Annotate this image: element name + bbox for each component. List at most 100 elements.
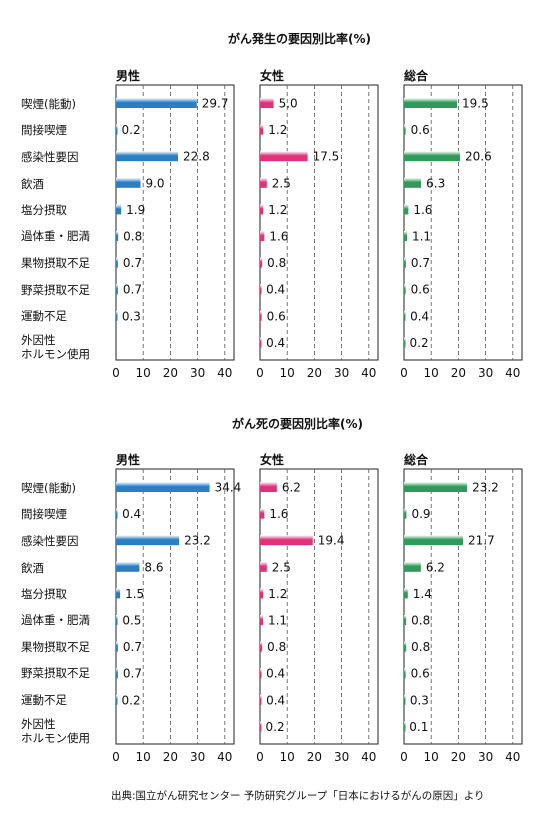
- category-label-incidence-salt: 塩分摂取: [21, 203, 67, 217]
- data-label-male-incidence: 0.8: [123, 230, 142, 244]
- category-label-mortality-exercise: 運動不足: [21, 693, 67, 707]
- category-label-incidence-hormone: 外因性 ホルモン使用: [21, 333, 90, 361]
- bar-female-incidence: [260, 284, 262, 295]
- bar-total-mortality: [404, 668, 406, 679]
- category-label-mortality-hormone: 外因性 ホルモン使用: [21, 717, 90, 745]
- data-label-total-incidence: 20.6: [465, 150, 492, 164]
- bar-total-incidence: [404, 151, 461, 162]
- bar-female-incidence: [260, 204, 264, 215]
- data-label-male-mortality: 0.7: [123, 640, 142, 654]
- tick-label-male-mortality: 30: [190, 750, 205, 764]
- data-label-total-incidence: 19.5: [462, 97, 489, 111]
- bar-male-mortality: [116, 641, 118, 652]
- data-label-total-mortality: 0.3: [410, 693, 429, 707]
- panel-frame-female-mortality: [259, 468, 379, 745]
- category-label-incidence-vegetable: 野菜摂取不足: [21, 283, 90, 297]
- data-label-female-mortality: 6.2: [282, 481, 301, 495]
- category-label-mortality-salt: 塩分摂取: [21, 587, 67, 601]
- category-label-mortality-smoking: 喫煙(能動): [21, 481, 76, 495]
- data-label-female-incidence: 2.5: [272, 176, 291, 190]
- data-label-male-incidence: 0.2: [122, 123, 141, 137]
- bar-total-mortality: [404, 561, 421, 572]
- bar-total-incidence: [404, 257, 406, 268]
- bar-male-mortality: [116, 668, 118, 679]
- tick-label-male-mortality: 0: [112, 750, 120, 764]
- data-label-total-mortality: 6.2: [426, 560, 445, 574]
- tick-label-female-incidence: 10: [280, 366, 295, 380]
- bar-male-mortality: [116, 694, 118, 705]
- bar-male-incidence: [116, 177, 141, 188]
- tick-label-total-incidence: 20: [451, 366, 466, 380]
- bar-total-mortality: [404, 508, 407, 519]
- tick-label-male-incidence: 30: [190, 366, 205, 380]
- tick-label-total-incidence: 10: [424, 366, 439, 380]
- category-label-mortality-vegetable: 野菜摂取不足: [21, 666, 90, 680]
- data-label-total-mortality: 0.9: [411, 507, 430, 521]
- bar-total-mortality: [404, 615, 407, 625]
- tick-label-female-mortality: 20: [307, 750, 322, 764]
- tick-label-total-incidence: 30: [478, 366, 493, 380]
- category-label-mortality-overweight: 過体重・肥満: [21, 613, 90, 627]
- tick-label-male-mortality: 20: [163, 750, 178, 764]
- category-label-mortality-passive-smoking: 間接喫煙: [21, 507, 67, 521]
- bar-female-incidence: [260, 151, 308, 162]
- bar-female-incidence: [260, 177, 267, 188]
- data-label-female-incidence: 1.2: [268, 123, 287, 137]
- tick-label-total-incidence: 0: [400, 366, 408, 380]
- data-label-male-incidence: 0.3: [122, 309, 141, 323]
- panel-label-total-incidence: 総合: [404, 69, 429, 83]
- data-label-total-incidence: 0.6: [411, 283, 430, 297]
- bar-male-incidence: [116, 151, 179, 162]
- tick-label-total-mortality: 20: [451, 750, 466, 764]
- data-label-male-mortality: 1.5: [125, 587, 144, 601]
- data-label-total-mortality: 0.8: [411, 614, 430, 628]
- bar-female-mortality: [260, 561, 267, 572]
- data-label-total-incidence: 6.3: [426, 176, 445, 190]
- tick-label-male-incidence: 10: [136, 366, 151, 380]
- panel-frame-male-incidence: [115, 84, 235, 361]
- bar-total-incidence: [404, 337, 406, 348]
- category-label-incidence-exercise: 運動不足: [21, 309, 67, 323]
- data-label-total-incidence: 0.4: [410, 309, 429, 323]
- data-label-female-mortality: 0.4: [266, 667, 285, 681]
- panel-label-female-mortality: 女性: [260, 453, 285, 467]
- bar-female-mortality: [260, 615, 263, 625]
- bar-male-incidence: [116, 124, 118, 135]
- data-label-male-mortality: 0.2: [122, 693, 141, 707]
- chart-title-mortality: がん死の要因別比率(%): [232, 417, 363, 431]
- data-label-male-incidence: 22.8: [183, 150, 210, 164]
- panel-frame-female-incidence: [259, 84, 379, 361]
- bar-total-incidence: [404, 310, 406, 321]
- source-note: 出典:国立がん研究センター 予防研究グループ「日本におけるがんの原因」より: [111, 790, 485, 802]
- bar-female-incidence: [260, 124, 264, 135]
- bar-male-mortality: [116, 588, 121, 599]
- bar-total-mortality: [404, 588, 408, 599]
- bar-female-mortality: [260, 535, 313, 546]
- data-label-male-mortality: 0.5: [122, 614, 141, 628]
- tick-label-female-incidence: 20: [307, 366, 322, 380]
- chart-title-incidence: がん発生の要因別比率(%): [228, 32, 371, 46]
- bar-male-mortality: [116, 482, 210, 492]
- bar-male-mortality: [116, 561, 140, 572]
- tick-label-total-mortality: 10: [424, 750, 439, 764]
- bar-total-incidence: [404, 124, 406, 135]
- bar-female-incidence: [260, 98, 274, 108]
- category-label-incidence-smoking: 喫煙(能動): [21, 97, 76, 111]
- tick-label-female-mortality: 10: [280, 750, 295, 764]
- data-label-male-incidence: 0.7: [123, 283, 142, 297]
- bar-female-mortality: [260, 508, 265, 519]
- data-label-female-incidence: 0.8: [267, 256, 286, 270]
- data-label-female-mortality: 0.4: [266, 693, 285, 707]
- tick-label-male-incidence: 20: [163, 366, 178, 380]
- data-label-male-incidence: 0.7: [123, 256, 142, 270]
- panel-frame-male-mortality: [115, 468, 235, 745]
- tick-label-total-mortality: 0: [400, 750, 408, 764]
- data-label-female-mortality: 19.4: [318, 534, 345, 548]
- bar-male-incidence: [116, 284, 118, 295]
- data-label-female-mortality: 2.5: [272, 560, 291, 574]
- bar-total-mortality: [404, 482, 468, 492]
- bar-female-incidence: [260, 310, 262, 321]
- bar-total-incidence: [404, 98, 458, 108]
- panel-label-male-mortality: 男性: [116, 453, 141, 467]
- bar-female-incidence: [260, 337, 262, 348]
